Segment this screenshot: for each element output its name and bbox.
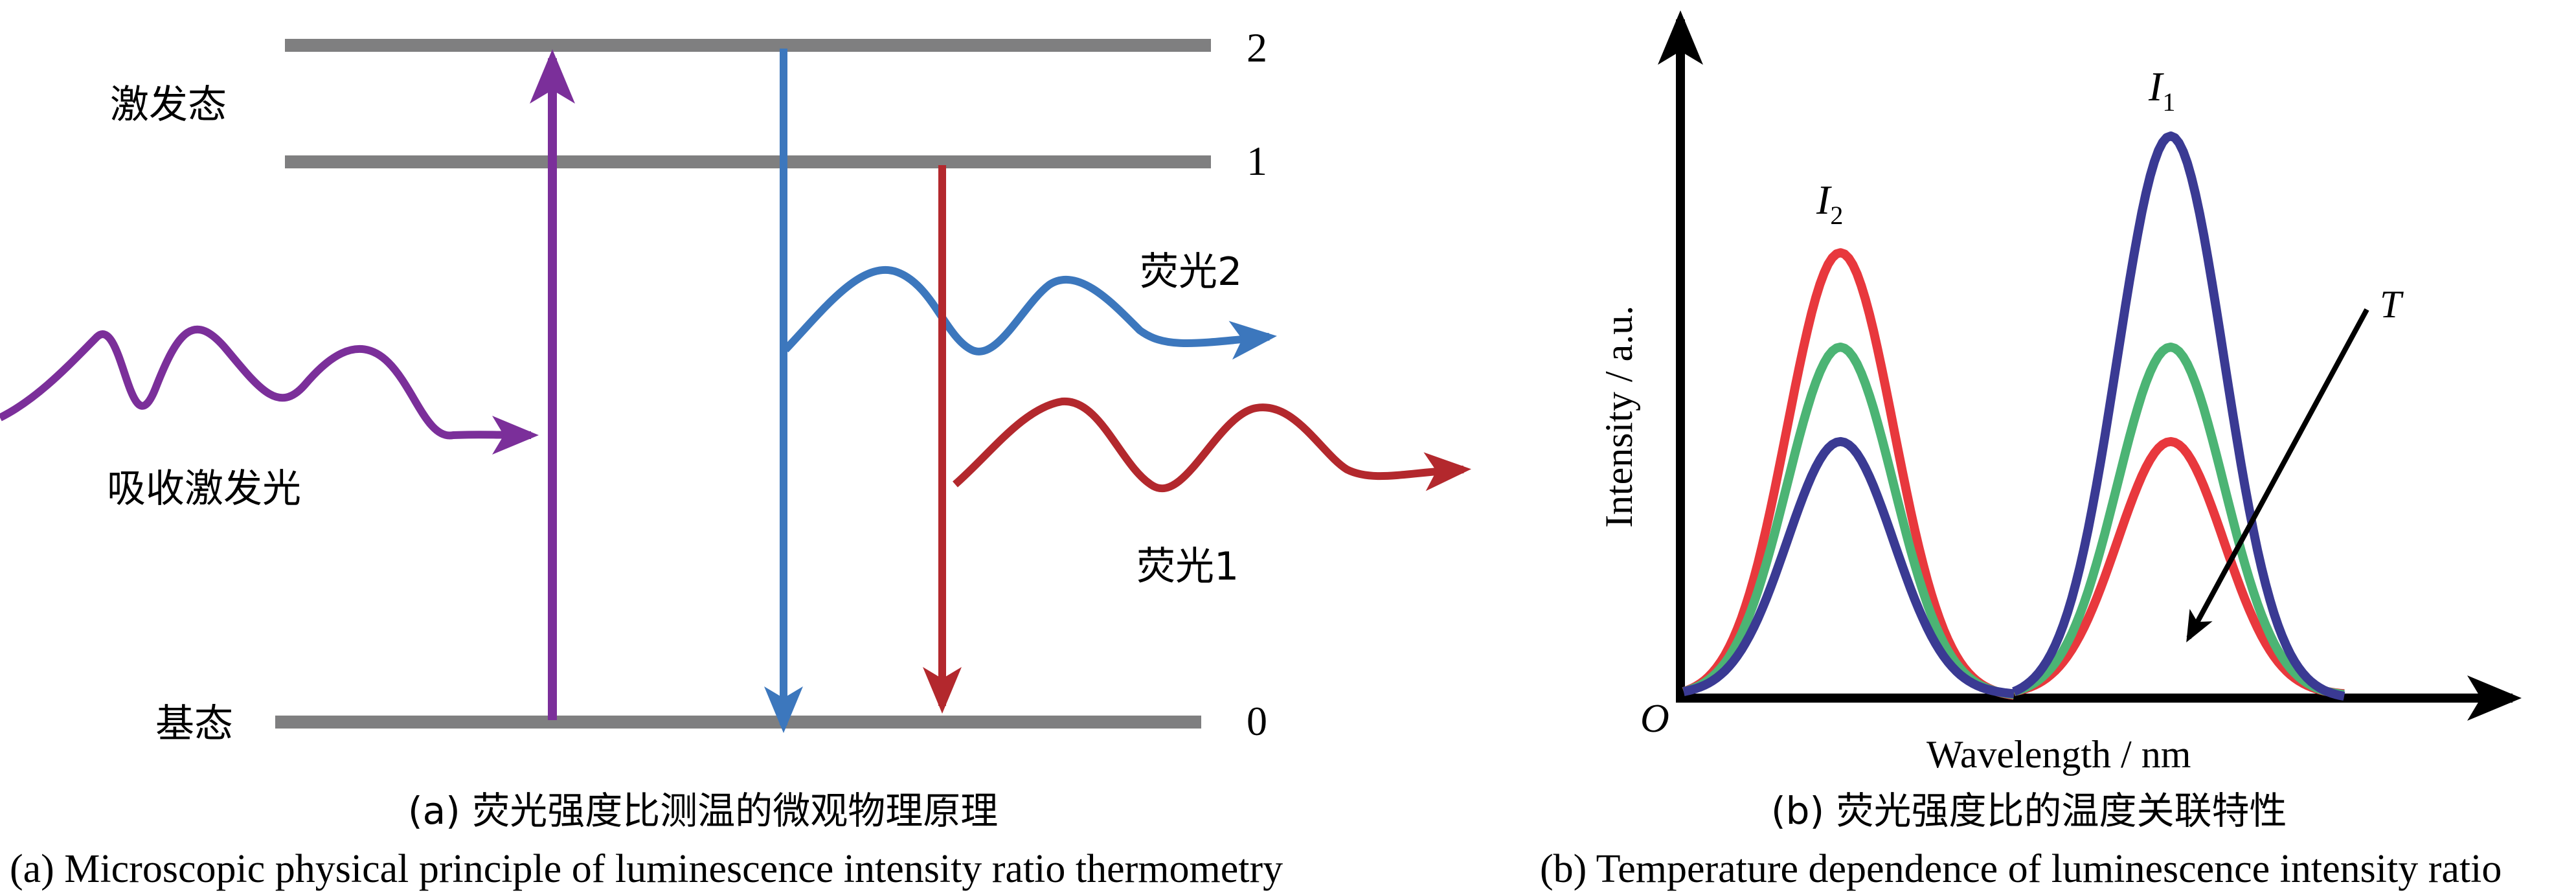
panel-b-caption-cn: (b) 荧光强度比的温度关联特性 — [1771, 789, 2287, 833]
green-curve-i1 — [2013, 343, 2345, 699]
blue-curve-i1 — [2012, 131, 2345, 701]
panel-b-caption-en: (b) Temperature dependence of luminescen… — [1540, 847, 2502, 891]
level-0-label: 0 — [1247, 698, 1267, 744]
excitation-wave — [0, 325, 539, 455]
absorption-label: 吸收激发光 — [107, 466, 301, 512]
peak-label-i2: I2 — [1816, 177, 1843, 230]
trend-label-t: T — [2380, 283, 2404, 326]
red-curve-i2 — [1682, 248, 2015, 700]
fluorescence1-wave — [953, 397, 1471, 493]
level-2-label: 2 — [1247, 25, 1267, 71]
panel-b-spectrum-chart: O I1 I2 T Wavelength / nm Intensity / a.… — [1540, 10, 2522, 891]
origin-label: O — [1640, 697, 1669, 741]
spectrum-curves — [1682, 131, 2345, 701]
level-1-label: 1 — [1247, 138, 1267, 184]
panel-a-caption-en: (a) Microscopic physical principle of lu… — [10, 847, 1283, 891]
green-curve-i2 — [1682, 343, 2015, 699]
ground-state-label: 基态 — [155, 701, 233, 747]
temperature-trend-arrow — [2186, 308, 2369, 643]
fluorescence2-label: 荧光2 — [1140, 249, 1242, 295]
x-axis-label: Wavelength / nm — [1926, 733, 2191, 776]
excited-state-label: 激发态 — [110, 82, 227, 128]
fluorescence1-label: 荧光1 — [1136, 544, 1239, 589]
panel-a-caption-cn: (a) 荧光强度比测温的微观物理原理 — [408, 789, 998, 833]
blue-curve-i2 — [1682, 436, 2015, 699]
peak-label-i1: I1 — [2148, 63, 2175, 117]
y-axis-label: Intensity / a.u. — [1598, 306, 1640, 528]
panel-a-energy-diagram: 2 1 0 激发态 基态 吸收激发光 荧光2 荧光1 (a) 荧光强度比测温的微… — [0, 25, 1471, 891]
fluorescence2-wave — [782, 266, 1277, 360]
